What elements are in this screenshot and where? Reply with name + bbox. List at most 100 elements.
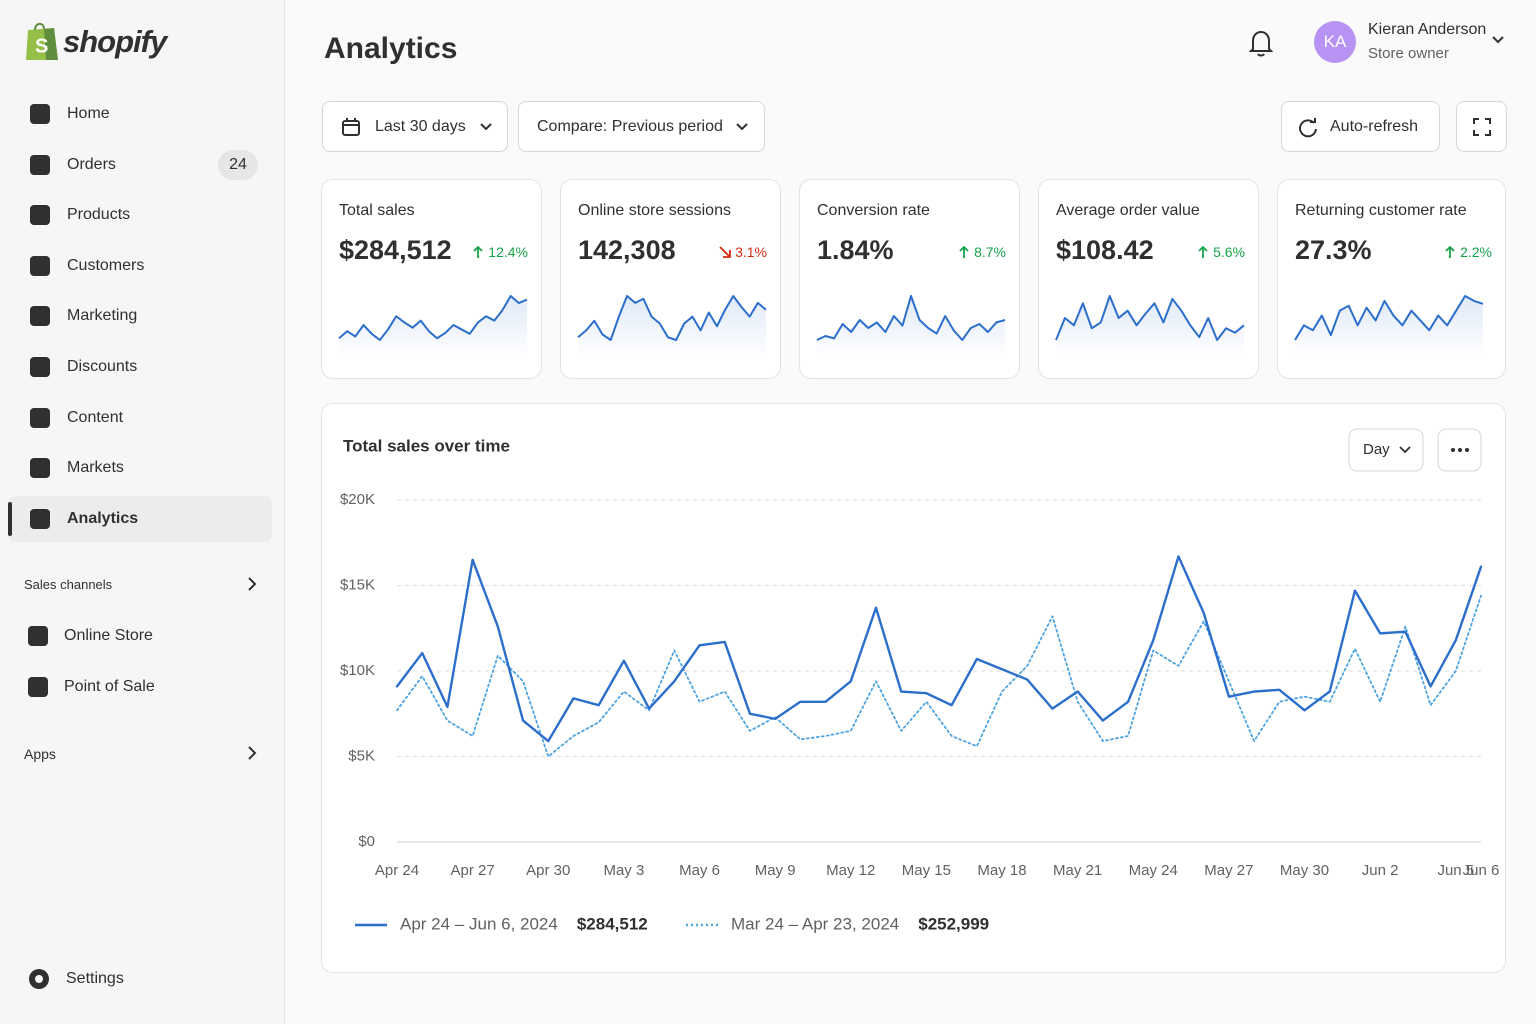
nav-label: Discounts	[67, 358, 138, 375]
kpi-change-value: 12.4%	[488, 244, 528, 260]
nav-label: Analytics	[67, 509, 139, 527]
nav-badge: 24	[218, 149, 258, 180]
nav-icon	[30, 104, 50, 124]
legend-label: Mar 24 – Apr 23, 2024	[731, 914, 899, 933]
arrow	[473, 245, 483, 258]
nav-label: Marketing	[67, 307, 138, 325]
nav-item[interactable]: Products	[8, 192, 272, 238]
x-tick-label: May 21	[1053, 862, 1102, 879]
y-tick-label: $10K	[340, 662, 375, 679]
chart-card: Total sales over time Day $0 $5K $10K $15K $…	[321, 403, 1506, 973]
kpi-change-value: 2.2%	[1460, 244, 1492, 260]
fullscreen-icon	[1473, 118, 1491, 136]
kpi-change-value: 5.6%	[1213, 244, 1245, 260]
x-tick-label: Apr 30	[526, 862, 570, 879]
nav-item[interactable]: Analytics	[8, 495, 272, 542]
series-line	[395, 555, 1483, 743]
nav-item[interactable]: Orders 24	[8, 142, 272, 188]
section-label: Apps	[24, 746, 56, 762]
sparkline-area	[1295, 296, 1483, 358]
chevron[interactable]	[245, 575, 259, 593]
x-tick-label: May 12	[826, 862, 875, 879]
kpi-label: Returning customer rate	[1295, 202, 1467, 219]
chevron[interactable]	[245, 744, 259, 762]
auto-refresh-button[interactable]: Auto-refresh	[1281, 101, 1440, 152]
chevron[interactable]	[1490, 34, 1506, 46]
nav-item[interactable]: Home	[8, 91, 272, 137]
legend-total: $252,999	[918, 914, 989, 933]
nav-item[interactable]: Customers	[8, 243, 272, 289]
channel-item[interactable]: Point of Sale	[8, 664, 272, 710]
calendar-icon	[342, 118, 360, 136]
x-tick-label: Jun 5	[1437, 862, 1474, 879]
button-label: Compare: Previous period	[537, 117, 723, 135]
nav-label: Orders	[67, 155, 116, 173]
fullscreen-button[interactable]	[1456, 101, 1507, 152]
logo-text: shopify	[63, 24, 167, 59]
date-range-button[interactable]: Last 30 days	[322, 101, 508, 152]
avatar[interactable]: KA	[1314, 21, 1356, 63]
x-tick-label: Jun 6	[1463, 862, 1500, 879]
section-label: Sales channels	[24, 577, 113, 592]
x-tick-label: May 30	[1280, 862, 1329, 879]
sparkline-area	[339, 296, 527, 358]
svg-text:S: S	[35, 35, 48, 57]
arrow	[1445, 245, 1455, 258]
more-icon	[1451, 448, 1469, 452]
trend-arrow	[719, 246, 731, 258]
sparkline-area	[817, 296, 1005, 358]
nav-item[interactable]: Markets	[8, 445, 272, 491]
interval-button[interactable]	[1348, 428, 1424, 472]
kpi-card: Online store sessions 142,308 3.1%	[560, 179, 781, 379]
kpi-card: Average order value $108.42 5.6%	[1038, 179, 1259, 379]
nav-label: Products	[67, 206, 131, 224]
arrow	[959, 245, 969, 258]
x-tick-label: May 15	[902, 862, 951, 879]
nav-icon	[30, 357, 50, 377]
trend-arrow	[959, 245, 969, 258]
kpi-value: $108.42	[1056, 235, 1154, 265]
sparkline-line	[338, 295, 528, 341]
chart: Total sales over time Day $0 $5K $10K $15K $…	[340, 428, 1500, 933]
sparkline-line	[816, 295, 1006, 341]
nav-icon	[30, 407, 50, 428]
user-role: Store owner	[1368, 45, 1449, 62]
notifications[interactable]	[1248, 28, 1274, 58]
nav-item[interactable]: Marketing	[8, 293, 272, 339]
sidebar: S shopify Home Orders 24 Products Customers M…	[0, 0, 285, 1024]
x-tick-label: May 24	[1129, 862, 1178, 879]
nav-item[interactable]: Discounts	[8, 344, 272, 390]
kpi-label: Conversion rate	[817, 202, 930, 219]
series-line	[396, 594, 1482, 758]
y-tick-label: $5K	[348, 747, 375, 764]
sparkline-line	[1055, 295, 1245, 341]
compare-button[interactable]: Compare: Previous period	[518, 101, 765, 152]
y-tick-label: $15K	[340, 576, 375, 593]
kpi-change-value: 3.1%	[735, 244, 767, 260]
channel-item[interactable]: Online Store	[8, 613, 272, 659]
interval-label: Day	[1363, 441, 1390, 458]
kpi-label: Online store sessions	[578, 202, 731, 219]
legend-total: $284,512	[577, 914, 648, 933]
arrow	[719, 246, 731, 258]
kpi-change: 3.1%	[718, 244, 767, 260]
kpi-value: 1.84%	[817, 235, 894, 265]
nav-item[interactable]: Content	[8, 395, 272, 441]
button-label: Auto-refresh	[1330, 117, 1419, 135]
settings-link[interactable]: Settings	[66, 970, 124, 987]
sparkline	[816, 295, 1006, 358]
kpi-card: Conversion rate 1.84% 8.7%	[799, 179, 1020, 379]
channel-label: Point of Sale	[64, 678, 155, 695]
kpi-card: Total sales $284,512 12.4%	[321, 179, 542, 379]
nav-label: Home	[67, 105, 110, 122]
sparkline	[338, 295, 528, 358]
chevron	[480, 123, 492, 131]
channel-icon	[28, 626, 48, 646]
x-tick-label: May 3	[603, 862, 644, 879]
kpi-value: 142,308	[578, 235, 676, 265]
nav-icon	[30, 255, 50, 276]
page-title: Analytics	[324, 32, 458, 65]
nav-label: Markets	[67, 459, 124, 477]
chevron	[736, 123, 748, 131]
